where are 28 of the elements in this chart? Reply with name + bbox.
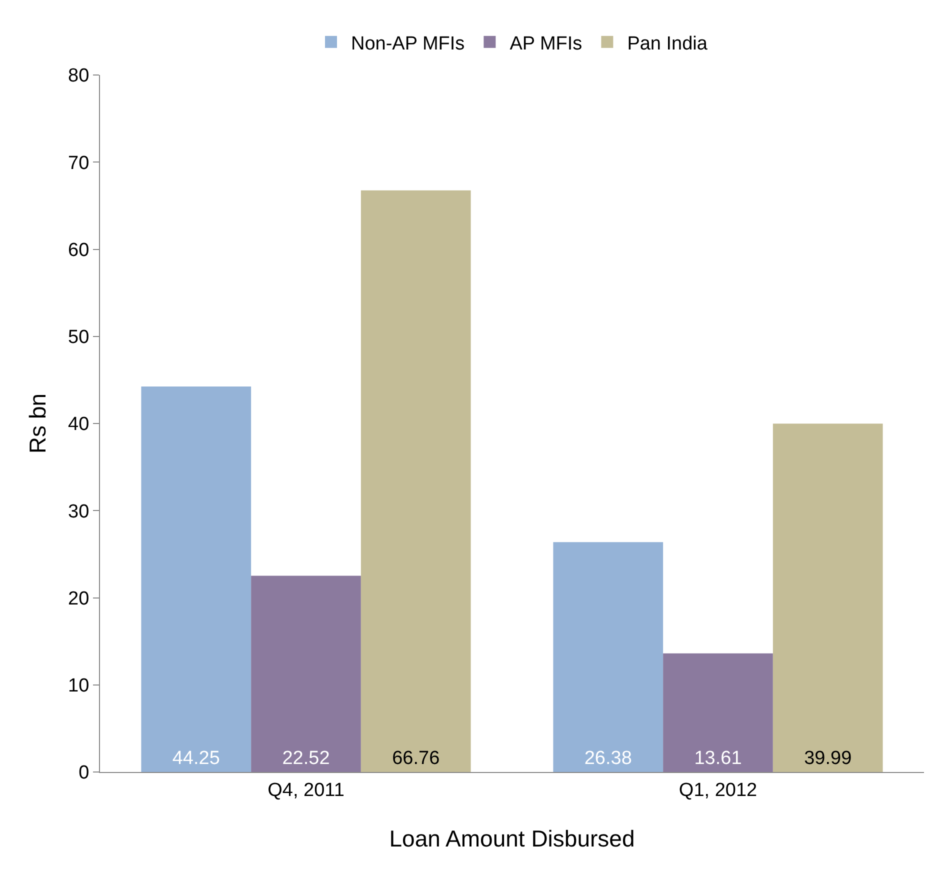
y-tick-label: 40 (68, 414, 90, 436)
data-label: 44.25 (172, 748, 220, 769)
y-tick-label: 70 (68, 152, 90, 174)
y-axis-title: Rs bn (24, 393, 51, 454)
bar (141, 386, 252, 772)
data-label: 39.99 (804, 748, 852, 769)
y-tick-label: 80 (68, 66, 90, 87)
x-tick-label: Q4, 2011 (268, 780, 344, 801)
x-tick-label: Q1, 2012 (678, 780, 758, 801)
data-label: 66.76 (392, 748, 440, 769)
bar (553, 542, 664, 772)
legend-label: Non-AP MFIs (351, 33, 465, 54)
legend-label: AP MFIs (510, 33, 582, 54)
y-tick-label: 30 (68, 501, 90, 522)
x-axis-title: Loan Amount Disbursed (389, 825, 635, 852)
y-tick-label: 50 (68, 327, 90, 348)
y-tick-label: 20 (68, 588, 90, 610)
y-tick-label: 60 (68, 240, 90, 261)
data-label: 22.52 (282, 748, 330, 769)
bar (360, 190, 471, 772)
bar (772, 424, 883, 772)
data-label: 26.38 (584, 748, 632, 769)
y-tick-label: 0 (78, 762, 90, 784)
legend-label: Pan India (627, 33, 708, 54)
y-tick-label: 10 (68, 676, 90, 697)
bar (251, 576, 361, 772)
bar (663, 653, 773, 772)
data-label: 13.61 (694, 748, 742, 769)
